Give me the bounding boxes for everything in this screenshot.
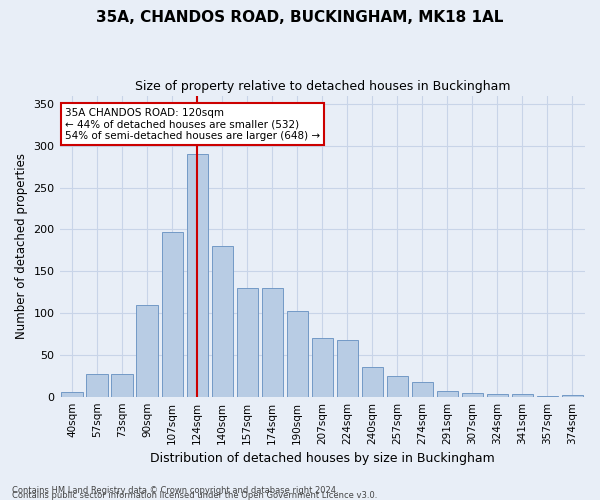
Bar bbox=[136, 304, 158, 396]
Title: Size of property relative to detached houses in Buckingham: Size of property relative to detached ho… bbox=[134, 80, 510, 93]
Bar bbox=[362, 366, 383, 396]
Bar bbox=[187, 154, 208, 396]
Y-axis label: Number of detached properties: Number of detached properties bbox=[15, 153, 28, 339]
Text: Contains public sector information licensed under the Open Government Licence v3: Contains public sector information licen… bbox=[12, 491, 377, 500]
Bar bbox=[311, 338, 333, 396]
Bar bbox=[287, 312, 308, 396]
Bar bbox=[86, 374, 108, 396]
Bar bbox=[387, 376, 408, 396]
X-axis label: Distribution of detached houses by size in Buckingham: Distribution of detached houses by size … bbox=[150, 452, 494, 465]
Bar bbox=[236, 288, 258, 397]
Bar bbox=[512, 394, 533, 396]
Text: Contains HM Land Registry data © Crown copyright and database right 2024.: Contains HM Land Registry data © Crown c… bbox=[12, 486, 338, 495]
Bar bbox=[337, 340, 358, 396]
Bar bbox=[487, 394, 508, 396]
Text: 35A CHANDOS ROAD: 120sqm
← 44% of detached houses are smaller (532)
54% of semi-: 35A CHANDOS ROAD: 120sqm ← 44% of detach… bbox=[65, 108, 320, 141]
Bar bbox=[562, 395, 583, 396]
Bar bbox=[262, 288, 283, 397]
Text: 35A, CHANDOS ROAD, BUCKINGHAM, MK18 1AL: 35A, CHANDOS ROAD, BUCKINGHAM, MK18 1AL bbox=[97, 10, 503, 25]
Bar bbox=[161, 232, 183, 396]
Bar bbox=[212, 246, 233, 396]
Bar bbox=[112, 374, 133, 396]
Bar bbox=[412, 382, 433, 396]
Bar bbox=[437, 391, 458, 396]
Bar bbox=[462, 394, 483, 396]
Bar bbox=[61, 392, 83, 396]
